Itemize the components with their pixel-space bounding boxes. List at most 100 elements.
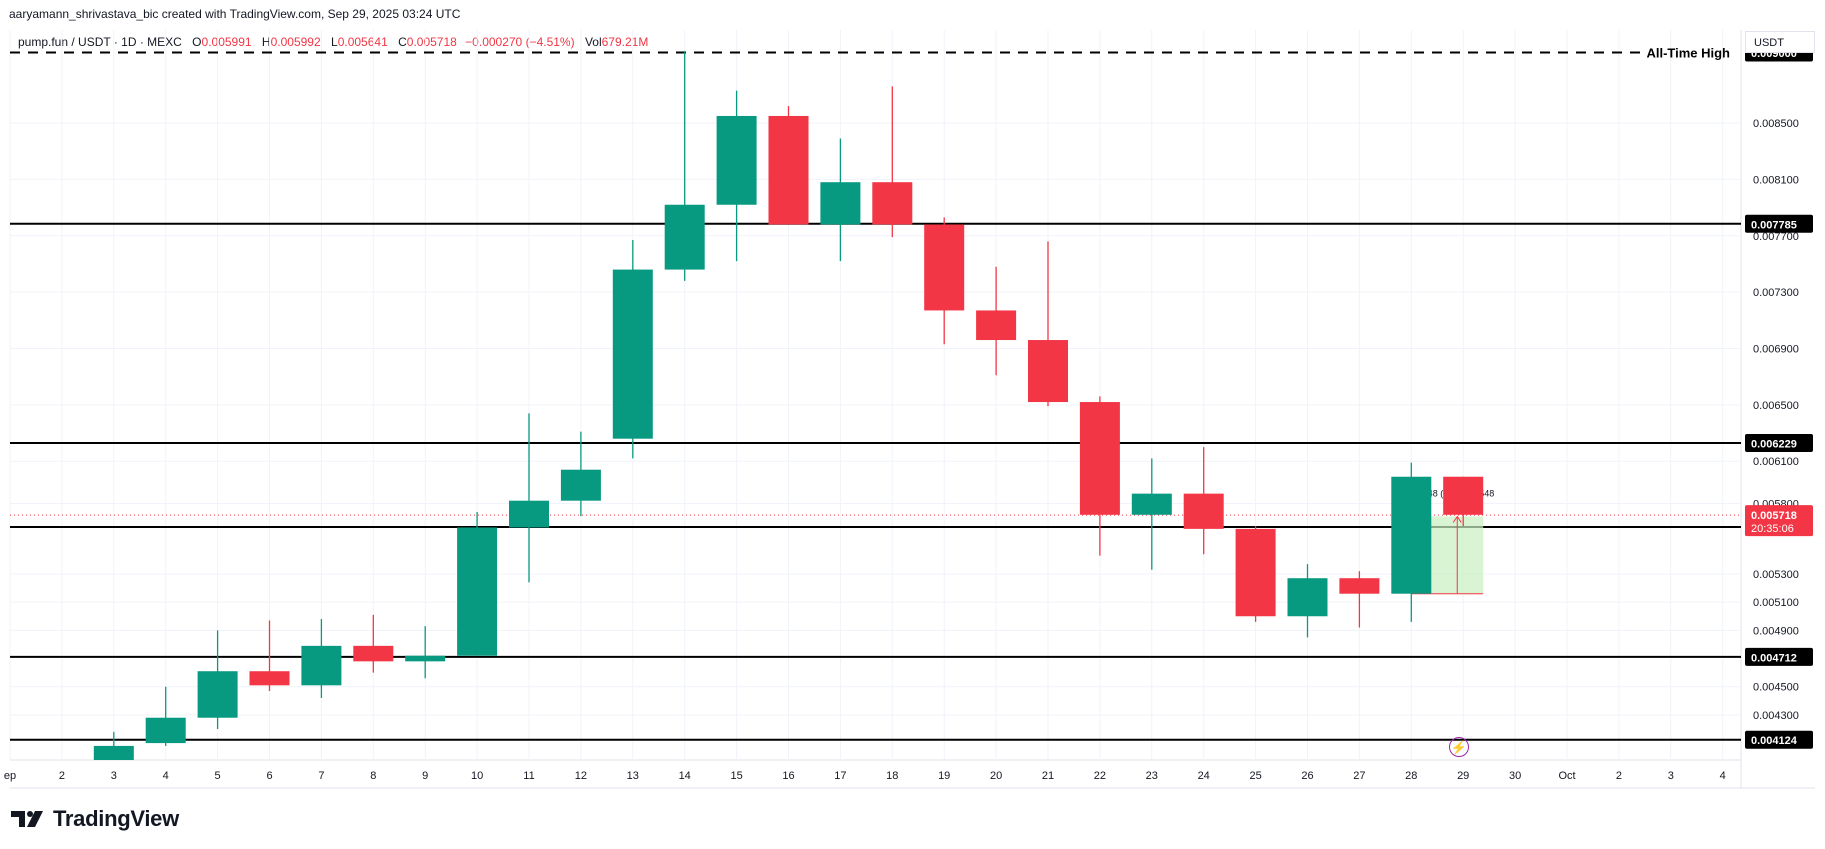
symbol-info[interactable]: pump.fun / USDT · 1D · MEXC xyxy=(18,35,182,49)
x-tick-label: 11 xyxy=(523,770,534,782)
x-tick-label: 27 xyxy=(1353,770,1365,782)
x-tick-label: 10 xyxy=(471,770,483,782)
candle-up xyxy=(560,469,601,501)
y-tick-label: 0.007700 xyxy=(1753,231,1799,243)
candle-down xyxy=(1079,402,1120,515)
x-tick-label: 18 xyxy=(886,770,898,782)
level-price-tag xyxy=(1745,434,1813,453)
x-tick-label: 4 xyxy=(1720,770,1726,782)
y-tick-label: 0.004500 xyxy=(1753,682,1799,694)
candle-up xyxy=(612,269,653,439)
measure-arrow-head xyxy=(1452,515,1462,523)
tradingview-logo: TradingView xyxy=(11,806,179,832)
x-tick-label: 9 xyxy=(422,770,428,782)
y-tick-label: 0.005100 xyxy=(1753,597,1799,609)
y-tick-label: 0.006100 xyxy=(1753,456,1799,468)
price-scale-unit[interactable]: USDT xyxy=(1745,31,1815,53)
current-price-tag xyxy=(1745,505,1813,537)
lightning-icon[interactable]: ⚡ xyxy=(1449,737,1469,757)
candle-up xyxy=(1287,578,1328,617)
x-tick-label: 23 xyxy=(1146,770,1158,782)
candle-down xyxy=(768,115,809,225)
x-tick-label: 3 xyxy=(1668,770,1674,782)
x-tick-label: 6 xyxy=(266,770,272,782)
candle-up xyxy=(145,717,186,744)
x-tick-label: 29 xyxy=(1457,770,1469,782)
candle-down xyxy=(1443,476,1484,515)
candle-up xyxy=(1131,493,1172,515)
level-price-label: 0.004712 xyxy=(1751,652,1797,664)
x-tick-label: 13 xyxy=(627,770,639,782)
level-price-label: 0.004124 xyxy=(1751,735,1798,747)
level-price-tag xyxy=(1745,214,1813,233)
close-label: C xyxy=(398,35,407,49)
level-price-label: 0.006229 xyxy=(1751,439,1797,451)
symbol-legend: pump.fun / USDT · 1D · MEXC O0.005991 H0… xyxy=(18,35,648,49)
x-tick-label: 2 xyxy=(1616,770,1622,782)
candle-up xyxy=(664,204,705,270)
candle-up xyxy=(93,745,134,760)
x-tick-label: 17 xyxy=(834,770,846,782)
candle-up xyxy=(716,115,757,205)
x-tick-label: Oct xyxy=(1558,770,1575,782)
candle-up xyxy=(457,527,498,656)
x-tick-label: 2 xyxy=(59,770,65,782)
y-tick-label: 0.004900 xyxy=(1753,625,1799,637)
time-axis[interactable]: ep 2 3 4 5 6 7 8 9 10 11 12 13 14 15 16 17 18 19 20 21 22 23 24… xyxy=(4,770,1726,782)
open-label: O xyxy=(192,35,202,49)
candle-down xyxy=(249,671,290,686)
tradingview-logo-icon xyxy=(11,811,43,827)
x-tick-label: 7 xyxy=(318,770,324,782)
candle-down xyxy=(1235,528,1276,617)
x-tick-label: 8 xyxy=(370,770,376,782)
x-tick-label: 4 xyxy=(163,770,169,782)
x-tick-label: 15 xyxy=(730,770,742,782)
all-time-high-label: All-Time High xyxy=(1646,46,1730,61)
x-tick-label: 28 xyxy=(1405,770,1417,782)
volume-label: Vol xyxy=(584,35,602,49)
y-tick-label: 0.006900 xyxy=(1753,343,1799,355)
candle-down xyxy=(1028,340,1068,403)
bar-countdown-label: 20:35:06 xyxy=(1751,523,1794,535)
open-value: 0.005991 xyxy=(201,35,252,49)
high-value: 0.005992 xyxy=(270,35,321,49)
candle-down xyxy=(1183,493,1224,529)
level-price-label: 0.007785 xyxy=(1751,219,1797,231)
candle-up xyxy=(405,655,446,662)
high-label: H xyxy=(261,35,271,49)
candle-down xyxy=(1339,578,1380,594)
candle-up xyxy=(509,500,549,528)
x-tick-label: 16 xyxy=(782,770,794,782)
level-price-tag xyxy=(1745,730,1813,749)
y-tick-label: 0.006500 xyxy=(1753,400,1799,412)
close-value: 0.005718 xyxy=(406,35,457,49)
y-tick-label: 0.007300 xyxy=(1753,287,1799,299)
change-value: −0.000270 (−4.51%) xyxy=(465,35,575,49)
candle-up xyxy=(197,671,238,718)
candles xyxy=(93,51,1484,760)
candle-down xyxy=(924,224,965,311)
x-tick-label: 26 xyxy=(1301,770,1313,782)
candle-down xyxy=(976,310,1017,341)
x-tick-label: 25 xyxy=(1249,770,1261,782)
x-tick-label: 14 xyxy=(679,770,691,782)
price-axis[interactable]: 0.008500 0.008100 0.007700 0.007300 0.006900… xyxy=(1745,43,1813,749)
y-tick-label: 0.005300 xyxy=(1753,569,1799,581)
candle-up xyxy=(820,182,861,225)
low-value: 0.005641 xyxy=(337,35,388,49)
x-tick-label: 24 xyxy=(1198,770,1210,782)
y-tick-label: 0.008100 xyxy=(1753,174,1799,186)
chart-grid xyxy=(9,30,1815,789)
chart-attribution: aaryamann_shrivastava_bic created with T… xyxy=(9,7,461,21)
current-price-label: 0.005718 xyxy=(1751,510,1797,522)
x-tick-label: 5 xyxy=(215,770,221,782)
low-label: L xyxy=(331,35,338,49)
y-tick-label: 0.004300 xyxy=(1753,710,1799,722)
x-tick-label: 21 xyxy=(1042,770,1054,782)
x-tick-label: 19 xyxy=(938,770,950,782)
x-tick-label: ep xyxy=(4,770,16,782)
x-tick-label: 3 xyxy=(111,770,117,782)
candle-up xyxy=(301,645,342,686)
x-tick-label: 22 xyxy=(1094,770,1106,782)
